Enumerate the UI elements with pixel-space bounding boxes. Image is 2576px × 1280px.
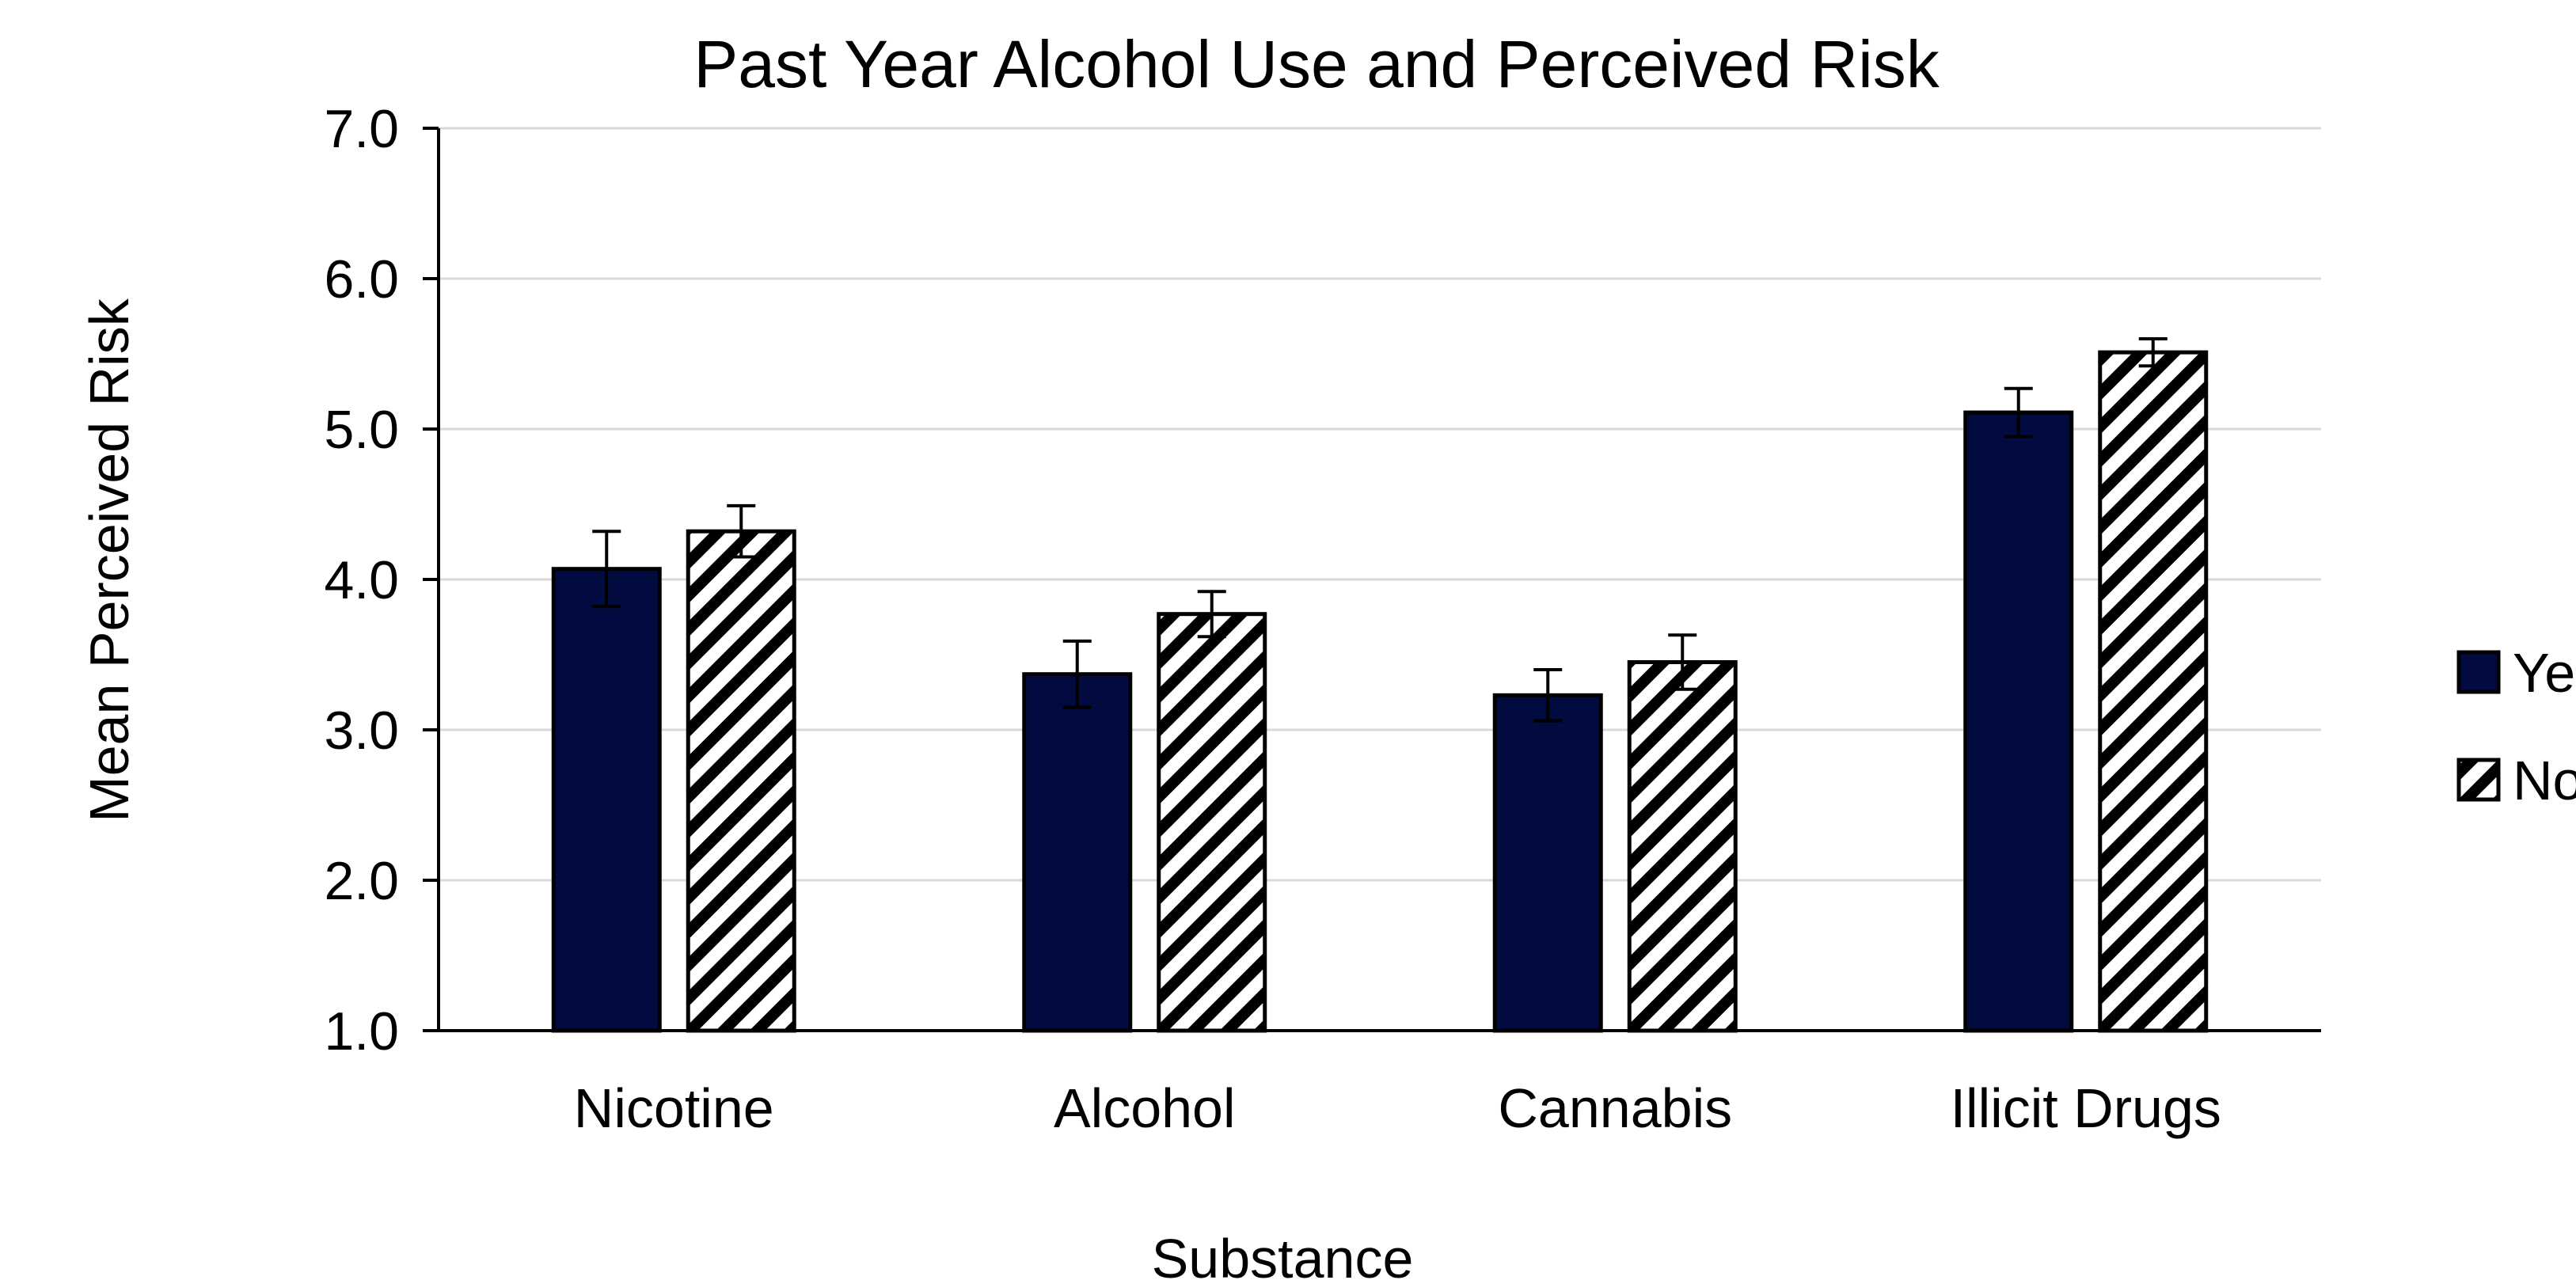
y-tick-label: 6.0 (324, 249, 399, 310)
bar-solid (1022, 672, 1133, 1033)
error-bars (592, 337, 2168, 723)
legend-swatch (2456, 758, 2501, 802)
bar-hatched (1157, 612, 1267, 1033)
x-category-label: Alcohol (1054, 1077, 1236, 1139)
bar-hatched (1627, 660, 1738, 1033)
chart-title: Past Year Alcohol Use and Perceived Risk (693, 27, 1940, 101)
legend-label: Ye (2513, 642, 2575, 704)
bar-solid (551, 567, 662, 1033)
y-tick-label: 4.0 (324, 550, 399, 610)
x-category-label: Illicit Drugs (1951, 1077, 2221, 1139)
y-tick-label: 5.0 (324, 400, 399, 460)
bar-solid (1963, 410, 2074, 1033)
bar-hatched (686, 529, 796, 1033)
y-tick-label: 3.0 (324, 701, 399, 761)
y-tick-label: 7.0 (324, 99, 399, 159)
y-axis-ticks: 1.0 2.0 3.0 4.0 5.0 6.0 7.0 (324, 99, 439, 1062)
bar-solid (1492, 693, 1603, 1033)
x-category-label: Cannabis (1498, 1077, 1732, 1139)
bar-hatched (2098, 350, 2209, 1033)
legend: Ye No (2456, 642, 2576, 811)
x-axis-category-labels: Nicotine Alcohol Cannabis Illicit Drugs (574, 1077, 2221, 1139)
x-category-label: Nicotine (574, 1077, 774, 1139)
legend-label: No (2513, 750, 2576, 811)
bars (551, 350, 2209, 1033)
y-tick-label: 2.0 (324, 851, 399, 911)
y-axis-title: Mean Perceived Risk (78, 298, 140, 822)
x-axis-title: Substance (1152, 1228, 1414, 1280)
y-tick-label: 1.0 (324, 1001, 399, 1062)
legend-swatch (2456, 650, 2501, 694)
